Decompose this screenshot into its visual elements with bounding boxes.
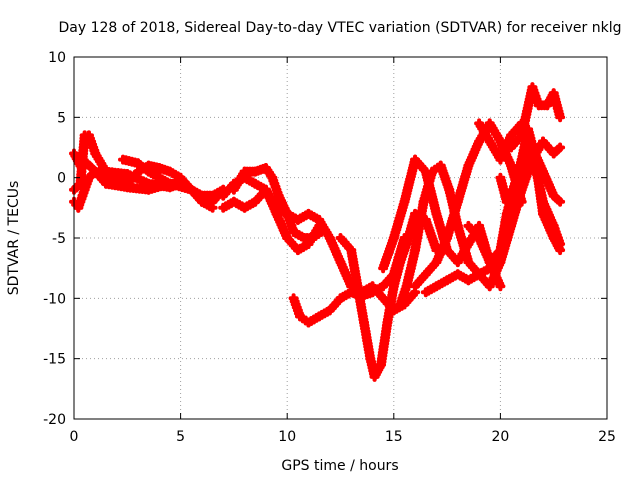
x-tick-label: 10: [278, 429, 296, 445]
y-tick-label: -20: [43, 412, 66, 428]
y-tick-label: 0: [57, 171, 66, 187]
y-tick-label: 10: [48, 50, 66, 66]
y-tick-label: 5: [57, 110, 66, 126]
y-tick-label: -5: [52, 231, 66, 247]
x-tick-label: 25: [598, 429, 616, 445]
y-tick-label: -15: [43, 352, 66, 368]
plus-marker: [207, 202, 218, 213]
plus-marker: [555, 245, 566, 256]
plus-marker: [555, 112, 566, 123]
y-tick-labels: -20 -15 -10 -5 0 5 10: [43, 50, 66, 428]
chart-title: Day 128 of 2018, Sidereal Day-to-day VTE…: [59, 20, 622, 36]
x-tick-label: 15: [385, 429, 403, 445]
axis-ticks: [73, 56, 608, 420]
plus-marker: [555, 142, 566, 153]
series-layer: [69, 82, 566, 382]
series-pass-9: [335, 208, 442, 382]
y-tick-label: -10: [43, 291, 66, 307]
series-pass-11: [395, 160, 506, 310]
y-axis-label: SDTVAR / TECUs: [6, 181, 22, 296]
x-axis-label: GPS time / hours: [281, 458, 398, 474]
plus-marker: [555, 196, 566, 207]
series-pass-4: [118, 154, 218, 213]
plus-marker: [207, 190, 218, 201]
x-tick-labels: 0 5 10 15 20 25: [70, 429, 616, 445]
x-tick-label: 20: [491, 429, 509, 445]
x-tick-label: 5: [176, 429, 185, 445]
plus-marker: [495, 281, 506, 292]
series-pass-17: [506, 82, 566, 153]
x-tick-label: 0: [70, 429, 79, 445]
